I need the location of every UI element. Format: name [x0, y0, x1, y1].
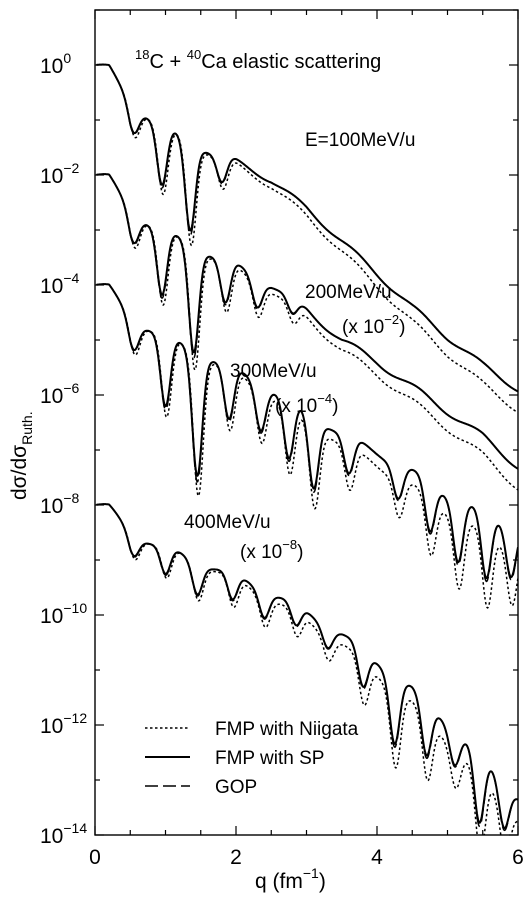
curve-gop-1	[96, 63, 518, 393]
y-tick-label: 10−6	[40, 380, 80, 408]
ticks-layer	[94, 9, 519, 836]
legend-label-sp: FMP with SP	[215, 748, 324, 769]
annotation-400-scale: (x 10−8)	[240, 537, 303, 563]
legend-label-gop: GOP	[215, 777, 257, 798]
annotation-400-scale-base: (x 10	[240, 542, 282, 563]
curve-fmp-sp-3	[96, 283, 518, 580]
y-tick-label-exp: −10	[63, 600, 87, 616]
annotation-100: E=100MeV/u	[305, 130, 415, 151]
annotation-400-scale-tail: )	[297, 542, 303, 563]
annotation-200: 200MeV/u	[305, 282, 392, 303]
title-sup-18: 18	[135, 47, 149, 62]
curve-fmp-sp-4	[96, 503, 518, 830]
x-tick-label: 6	[512, 846, 524, 869]
y-tick-label-base: 10	[40, 605, 63, 628]
annotation-300-scale: (x 10−4)	[275, 391, 338, 417]
annotation-300: 300MeV/u	[230, 361, 317, 382]
chart-title: 18C + 40Ca elastic scattering	[135, 47, 381, 73]
annotation-400: 400MeV/u	[184, 512, 271, 533]
curve-fmp-niigata-4	[96, 503, 518, 835]
y-tick-label-base: 10	[40, 55, 63, 78]
annotation-300-scale-base: (x 10	[275, 396, 317, 417]
y-tick-label: 10−4	[40, 270, 80, 298]
legend: FMP with Niigata FMP with SP GOP	[145, 719, 359, 798]
y-tick-label-exp: −2	[63, 160, 79, 176]
annotation-400-scale-sup: −8	[282, 537, 297, 552]
x-axis-label-tail: )	[319, 870, 326, 893]
title-sup-40: 40	[187, 47, 201, 62]
title-carbon: C +	[149, 51, 186, 73]
x-tick-label: 0	[89, 846, 101, 869]
legend-label-niigata: FMP with Niigata	[215, 719, 359, 740]
curve-fmp-niigata-2	[96, 173, 518, 491]
y-axis-label: dσ/dσRuth.	[8, 411, 35, 500]
y-tick-label-base: 10	[40, 165, 63, 188]
y-tick-label-exp: −12	[63, 710, 87, 726]
curve-fmp-niigata-1	[96, 63, 518, 414]
x-tick-label: 4	[371, 846, 383, 869]
y-tick-label: 10−2	[40, 160, 80, 188]
y-axis-label-base: dσ/dσ	[8, 445, 31, 500]
y-tick-label-base: 10	[40, 385, 63, 408]
curve-gop-2	[96, 173, 518, 470]
y-axis-label-sub: Ruth.	[19, 411, 35, 444]
x-tick-label: 2	[230, 846, 242, 869]
y-tick-label: 10−12	[40, 710, 87, 738]
annotation-200-scale-base: (x 10	[342, 317, 384, 338]
y-tick-label-exp: −4	[63, 270, 79, 286]
y-tick-label: 100	[40, 50, 71, 78]
title-calcium: Ca elastic scattering	[201, 51, 381, 73]
curve-gop-3	[96, 283, 518, 583]
curves-layer	[96, 63, 518, 835]
y-tick-label: 10−8	[40, 490, 80, 518]
curve-fmp-sp-2	[96, 173, 518, 470]
y-tick-label-base: 10	[40, 495, 63, 518]
x-axis-label-base: q (fm	[255, 870, 303, 893]
x-tick-labels: 0 2 4 6	[89, 846, 524, 869]
y-tick-label-base: 10	[40, 825, 63, 848]
annotation-200-scale: (x 10−2)	[342, 312, 405, 338]
y-tick-label: 10−14	[40, 820, 87, 848]
y-tick-label-base: 10	[40, 275, 63, 298]
annotation-200-scale-tail: )	[399, 317, 405, 338]
y-tick-label-exp: −8	[63, 490, 79, 506]
annotation-300-scale-sup: −4	[317, 391, 332, 406]
annotation-300-scale-tail: )	[332, 396, 338, 417]
y-tick-label-base: 10	[40, 715, 63, 738]
y-tick-label: 10−10	[40, 600, 87, 628]
y-tick-label-exp: 0	[63, 50, 71, 66]
x-axis-label-sup: −1	[303, 865, 319, 881]
annotation-200-scale-sup: −2	[384, 312, 399, 327]
y-tick-label-exp: −6	[63, 380, 79, 396]
x-axis-label: q (fm−1)	[255, 865, 326, 893]
y-tick-label-exp: −14	[63, 820, 87, 836]
curve-fmp-sp-1	[96, 63, 518, 393]
